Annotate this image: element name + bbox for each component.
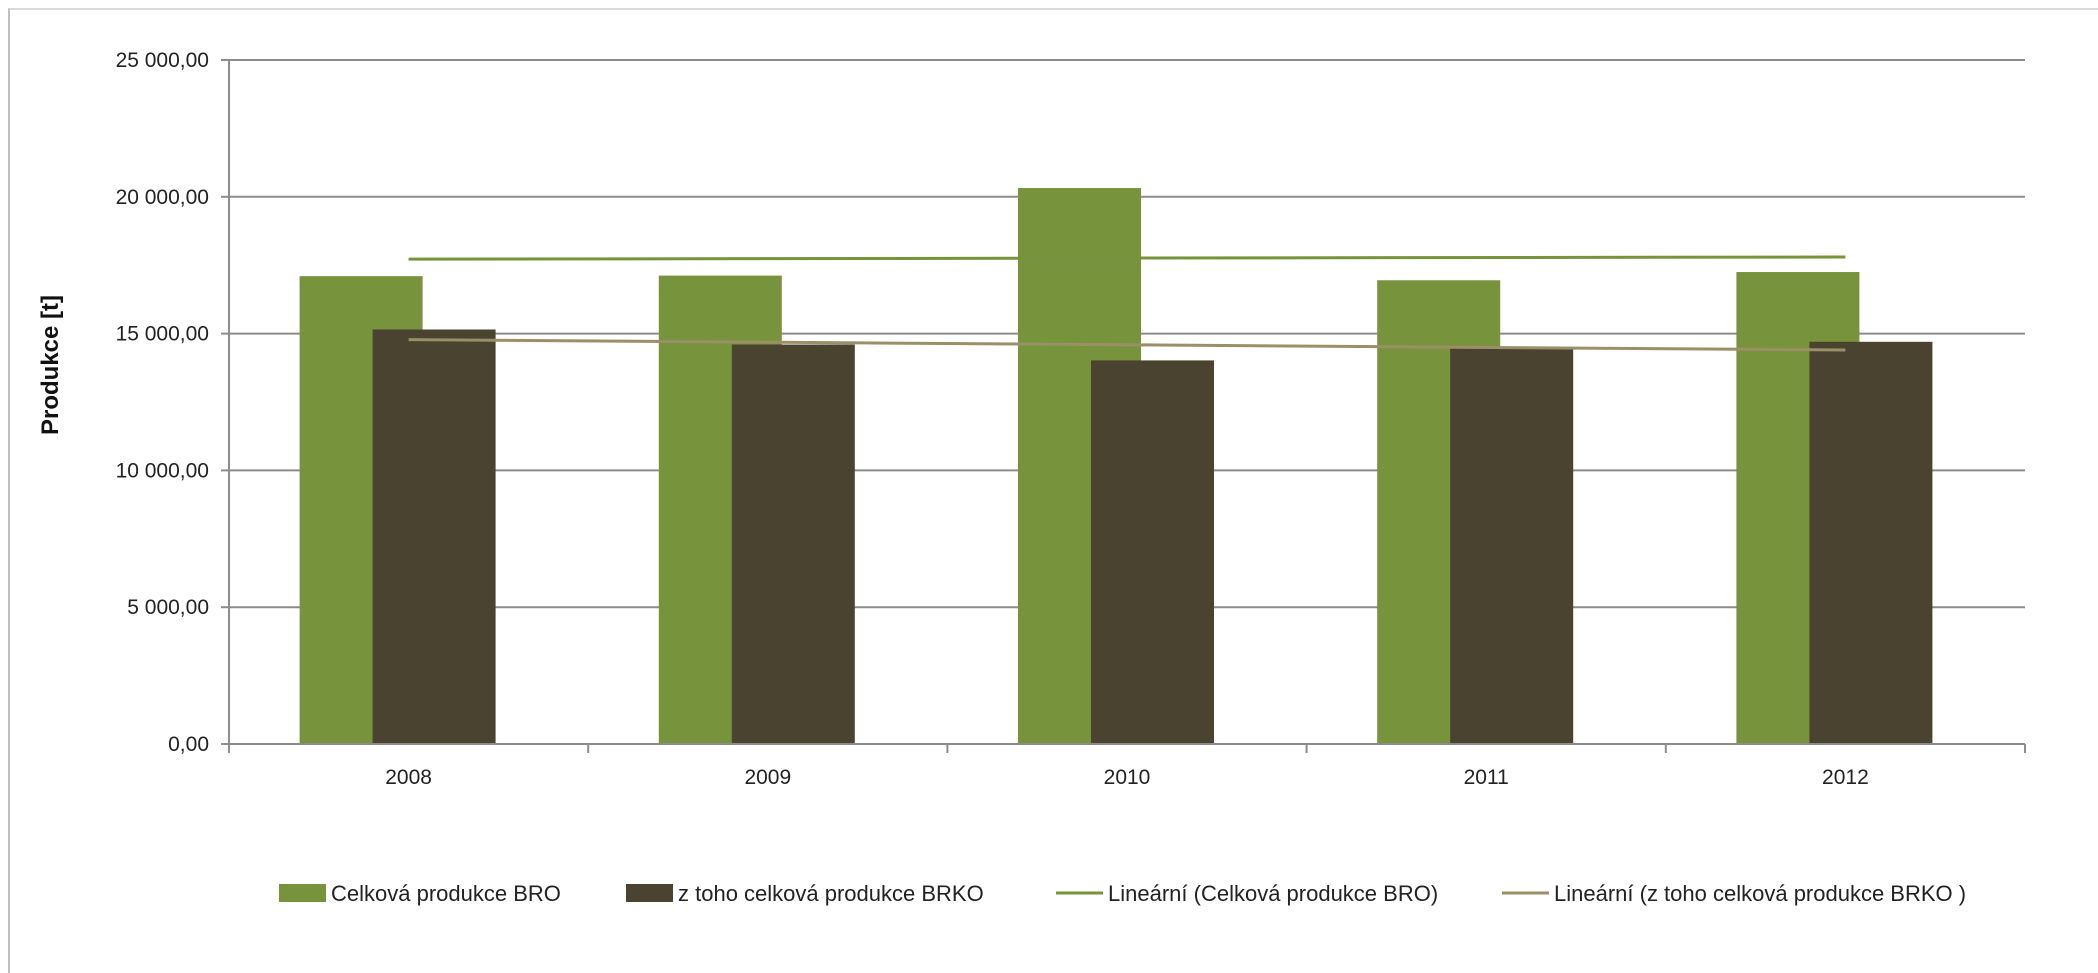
x-tick-label: 2008 xyxy=(385,766,432,789)
bar-brko-2011 xyxy=(1450,348,1574,744)
y-tick-label: 25 000,00 xyxy=(116,49,209,72)
legend-item-bro: Celková produkce BRO xyxy=(279,881,561,906)
bars xyxy=(299,188,1933,744)
x-tick-label: 2011 xyxy=(1464,766,1509,789)
legend: Celková produkce BRO z toho celková produ… xyxy=(279,881,1966,906)
bar-brko-2010 xyxy=(1091,360,1214,744)
bar-brko-2008 xyxy=(372,329,496,744)
y-tick-label: 20 000,00 xyxy=(116,186,209,209)
axes: 0,00 5 000,00 10 000,00 15 000,00 20 000,00 2… xyxy=(116,49,2026,789)
y-tick-label: 5 000,00 xyxy=(127,596,209,619)
y-axis-title: Produkce [t] xyxy=(37,295,64,435)
bar-brko-2012 xyxy=(1809,341,1933,744)
x-tick-label: 2009 xyxy=(744,766,791,789)
y-tick-label: 0,00 xyxy=(168,733,209,756)
legend-label: Lineární (z toho celková produkce BRKO ) xyxy=(1554,881,1966,906)
legend-item-brko: z toho celková produkce BRKO xyxy=(626,881,984,906)
trendline-brko xyxy=(408,338,1846,352)
trendline-bro xyxy=(408,255,1846,261)
legend-item-trend-bro: Lineární (Celková produkce BRO) xyxy=(1056,881,1438,906)
trendlines xyxy=(408,255,1846,352)
y-tick-label: 10 000,00 xyxy=(116,459,209,482)
chart-frame xyxy=(8,8,2098,973)
legend-item-trend-brko: Lineární (z toho celková produkce BRKO ) xyxy=(1502,881,1966,906)
bar-brko-2009 xyxy=(731,344,855,744)
y-tick-label: 15 000,00 xyxy=(116,323,209,346)
legend-swatch xyxy=(626,884,673,902)
legend-label: Celková produkce BRO xyxy=(331,881,561,906)
x-tick-label: 2012 xyxy=(1822,766,1869,789)
legend-label: z toho celková produkce BRKO xyxy=(678,881,984,906)
x-tick-label: 2010 xyxy=(1104,766,1151,789)
legend-swatch xyxy=(279,884,326,902)
legend-label: Lineární (Celková produkce BRO) xyxy=(1108,881,1438,906)
